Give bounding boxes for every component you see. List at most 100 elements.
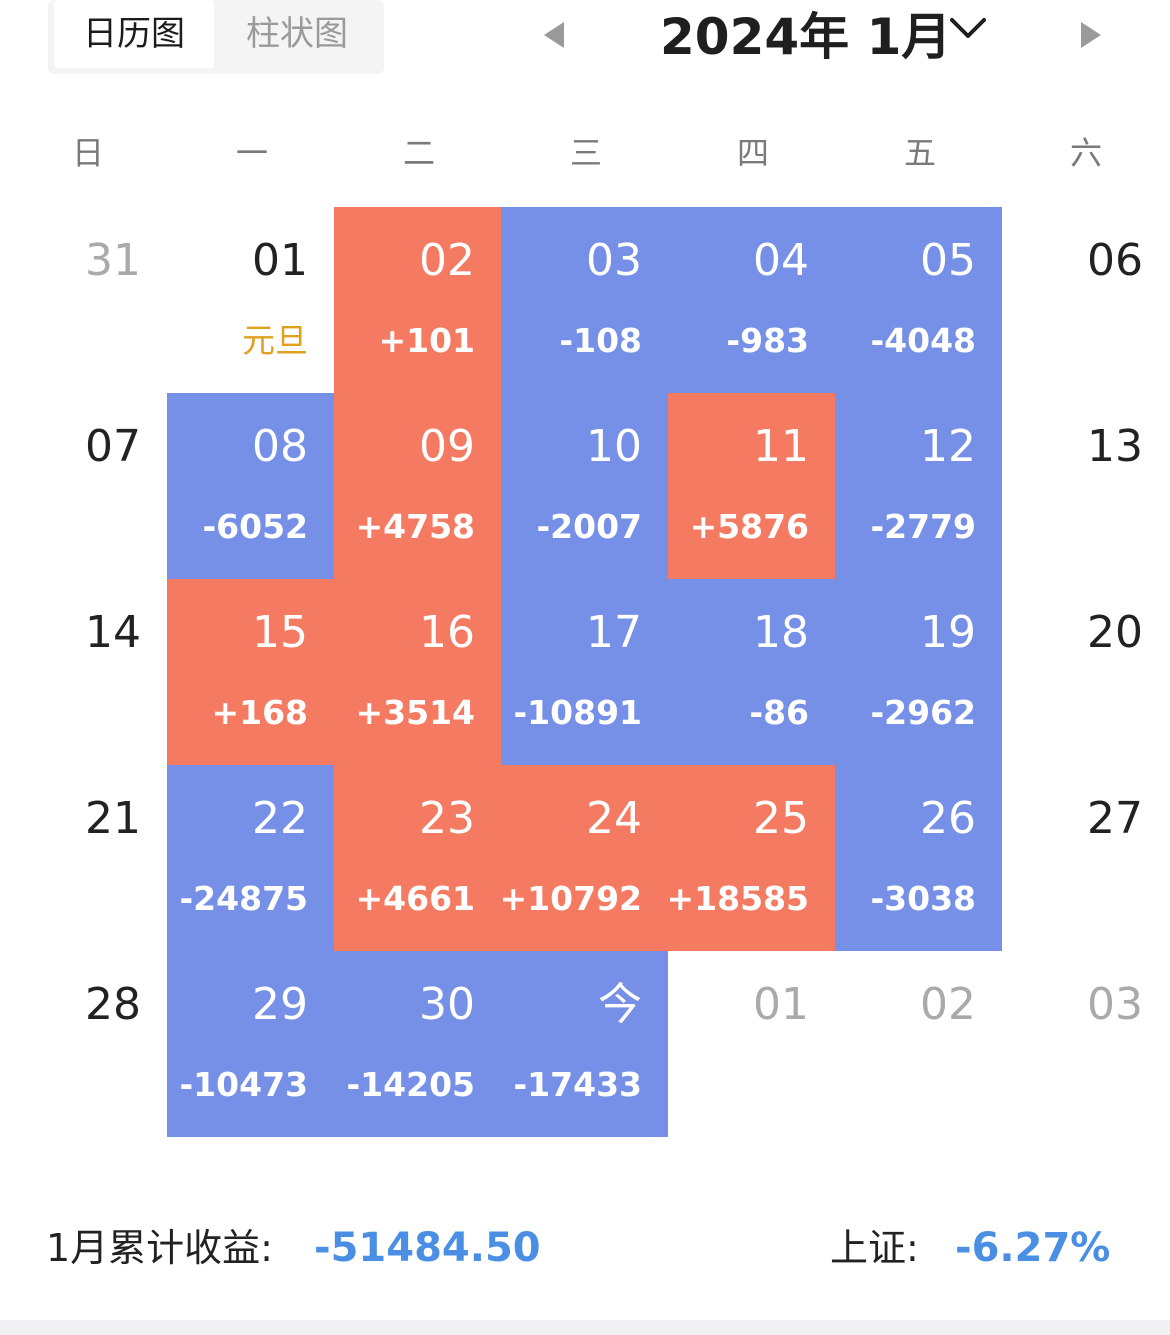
calendar-day-cell[interactable]: 24 +10792 bbox=[499, 765, 668, 951]
month-profit-value: -51484.50 bbox=[314, 1225, 541, 1271]
day-profit-value: -108 bbox=[559, 321, 642, 360]
bottom-divider bbox=[0, 1320, 1170, 1335]
day-number: 09 bbox=[419, 421, 475, 472]
weekday-label: 二 bbox=[403, 134, 436, 172]
calendar-day-cell[interactable]: 19 -2962 bbox=[835, 579, 1002, 765]
day-number: 19 bbox=[920, 607, 976, 658]
day-number: 08 bbox=[252, 421, 308, 472]
day-number: 05 bbox=[920, 235, 976, 286]
day-number: 今 bbox=[598, 979, 642, 1030]
day-profit-value: -86 bbox=[749, 693, 809, 732]
calendar-day-cell[interactable]: 11 +5876 bbox=[668, 393, 835, 579]
index-value: -6.27% bbox=[955, 1225, 1111, 1271]
day-profit-value: +5876 bbox=[689, 507, 810, 546]
day-profit-value: +4758 bbox=[355, 507, 476, 546]
day-number: 11 bbox=[753, 421, 809, 472]
calendar-day-cell[interactable]: 26 -3038 bbox=[835, 765, 1002, 951]
month-profit-label: 1月累计收益: bbox=[46, 1226, 273, 1270]
day-profit-value: -10473 bbox=[179, 1065, 308, 1104]
day-profit-value: +10792 bbox=[499, 879, 642, 918]
day-number: 22 bbox=[252, 793, 308, 844]
day-profit-value: -24875 bbox=[179, 879, 308, 918]
day-profit-value: -983 bbox=[726, 321, 809, 360]
tab-bar-chart[interactable]: 柱状图 bbox=[246, 14, 348, 54]
day-profit-value: -3038 bbox=[870, 879, 976, 918]
day-number: 30 bbox=[419, 979, 475, 1030]
calendar-day-cell[interactable]: 今 -17433 bbox=[501, 951, 668, 1137]
calendar-day-cell[interactable]: 09 +4758 bbox=[334, 393, 501, 579]
calendar-day-cell[interactable]: 14 bbox=[0, 579, 167, 765]
chevron-down-icon[interactable] bbox=[948, 14, 988, 44]
calendar-day-cell[interactable]: 29 -10473 bbox=[167, 951, 334, 1137]
calendar-day-cell[interactable]: 12 -2779 bbox=[835, 393, 1002, 579]
calendar-day-cell[interactable]: 22 -24875 bbox=[167, 765, 334, 951]
day-profit-value: +168 bbox=[211, 693, 308, 732]
prev-month-button[interactable] bbox=[544, 22, 564, 48]
day-number: 31 bbox=[85, 235, 141, 286]
calendar-day-cell[interactable]: 10 -2007 bbox=[501, 393, 668, 579]
day-number: 16 bbox=[419, 607, 475, 658]
calendar-day-cell[interactable]: 05 -4048 bbox=[835, 207, 1002, 393]
calendar-day-cell[interactable]: 13 bbox=[1002, 393, 1169, 579]
day-profit-value: -6052 bbox=[202, 507, 308, 546]
day-profit-value: -2779 bbox=[870, 507, 976, 546]
index-label: 上证: bbox=[830, 1226, 919, 1270]
day-profit-value: -4048 bbox=[870, 321, 976, 360]
weekday-label: 五 bbox=[904, 134, 937, 172]
calendar-day-cell[interactable]: 02 bbox=[835, 951, 1002, 1137]
day-number: 01 bbox=[753, 979, 809, 1030]
day-number: 23 bbox=[419, 793, 475, 844]
calendar-day-cell[interactable]: 17 -10891 bbox=[501, 579, 668, 765]
calendar-day-cell[interactable]: 15 +168 bbox=[167, 579, 334, 765]
day-number: 20 bbox=[1087, 607, 1143, 658]
day-number: 28 bbox=[85, 979, 141, 1030]
calendar-day-cell[interactable]: 31 bbox=[0, 207, 167, 393]
day-number: 13 bbox=[1087, 421, 1143, 472]
day-number: 06 bbox=[1087, 235, 1143, 286]
weekday-label: 日 bbox=[72, 134, 105, 172]
calendar-day-cell[interactable]: 18 -86 bbox=[668, 579, 835, 765]
calendar-day-cell[interactable]: 27 bbox=[1002, 765, 1169, 951]
weekday-label: 一 bbox=[236, 134, 269, 172]
calendar-day-cell[interactable]: 04 -983 bbox=[668, 207, 835, 393]
calendar-day-cell[interactable]: 21 bbox=[0, 765, 167, 951]
calendar-day-cell[interactable]: 08 -6052 bbox=[167, 393, 334, 579]
day-number: 17 bbox=[586, 607, 642, 658]
day-profit-value: -10891 bbox=[513, 693, 642, 732]
day-profit-value: +3514 bbox=[355, 693, 476, 732]
calendar-day-cell[interactable]: 01 bbox=[668, 951, 835, 1137]
day-profit-value: -2962 bbox=[870, 693, 976, 732]
calendar-day-cell[interactable]: 20 bbox=[1002, 579, 1169, 765]
calendar-day-cell[interactable]: 07 bbox=[0, 393, 167, 579]
day-number: 24 bbox=[586, 793, 642, 844]
day-number: 03 bbox=[1087, 979, 1143, 1030]
calendar-day-cell[interactable]: 16 +3514 bbox=[334, 579, 501, 765]
day-number: 25 bbox=[753, 793, 809, 844]
calendar-day-cell[interactable]: 03 bbox=[1002, 951, 1169, 1137]
day-profit-value: +18585 bbox=[666, 879, 809, 918]
day-number: 12 bbox=[920, 421, 976, 472]
calendar-day-cell[interactable]: 01 元旦 bbox=[167, 207, 334, 393]
day-number: 03 bbox=[586, 235, 642, 286]
day-number: 07 bbox=[85, 421, 141, 472]
day-profit-value: -2007 bbox=[536, 507, 642, 546]
weekday-label: 六 bbox=[1070, 134, 1103, 172]
weekday-label: 四 bbox=[737, 134, 770, 172]
day-profit-value: +101 bbox=[378, 321, 475, 360]
tab-calendar[interactable]: 日历图 bbox=[54, 0, 214, 68]
calendar-day-cell[interactable]: 23 +4661 bbox=[334, 765, 501, 951]
view-tabs: 日历图 柱状图 bbox=[48, 0, 384, 74]
day-profit-value: -14205 bbox=[346, 1065, 475, 1104]
calendar-day-cell[interactable]: 06 bbox=[1002, 207, 1169, 393]
calendar-day-cell[interactable]: 02 +101 bbox=[334, 207, 501, 393]
calendar-day-cell[interactable]: 28 bbox=[0, 951, 167, 1137]
month-title[interactable]: 2024年 1月 bbox=[660, 8, 952, 66]
calendar-day-cell[interactable]: 03 -108 bbox=[501, 207, 668, 393]
calendar-day-cell[interactable]: 25 +18585 bbox=[666, 765, 835, 951]
day-number: 01 bbox=[252, 235, 308, 286]
next-month-button[interactable] bbox=[1081, 22, 1101, 48]
day-profit-value: +4661 bbox=[355, 879, 476, 918]
day-number: 04 bbox=[753, 235, 809, 286]
calendar-day-cell[interactable]: 30 -14205 bbox=[334, 951, 501, 1137]
day-number: 21 bbox=[85, 793, 141, 844]
